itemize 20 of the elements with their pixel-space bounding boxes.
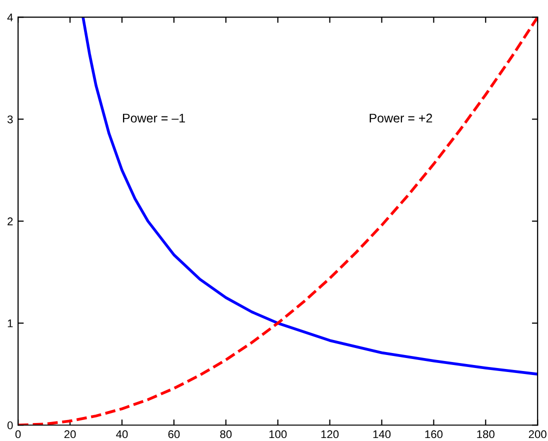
y-tick-label: 2 bbox=[8, 217, 13, 226]
x-tick-label: 160 bbox=[425, 430, 443, 438]
x-tick-label: 180 bbox=[477, 430, 494, 438]
annotation: Power = –1 bbox=[123, 114, 185, 123]
x-tick-label: 40 bbox=[116, 430, 128, 438]
x-tick-label: 60 bbox=[168, 430, 180, 438]
y-tick-label: 3 bbox=[7, 115, 13, 124]
line-series bbox=[82, 17, 538, 376]
x-tick-label: 80 bbox=[220, 430, 232, 438]
y-tick-label: 0 bbox=[7, 421, 13, 430]
x-tick-label: 0 bbox=[15, 430, 21, 438]
line-series bbox=[18, 17, 538, 426]
x-tick-label: 200 bbox=[528, 430, 546, 438]
x-tick-label: 20 bbox=[64, 430, 76, 438]
y-tick-label: 4 bbox=[7, 14, 13, 22]
x-tick-label: 140 bbox=[373, 430, 391, 438]
annotation: Power = +2 bbox=[370, 114, 432, 123]
x-tick-label: 100 bbox=[269, 430, 287, 438]
x-tick-label: 120 bbox=[321, 430, 339, 438]
y-tick-label: 1 bbox=[8, 320, 13, 328]
